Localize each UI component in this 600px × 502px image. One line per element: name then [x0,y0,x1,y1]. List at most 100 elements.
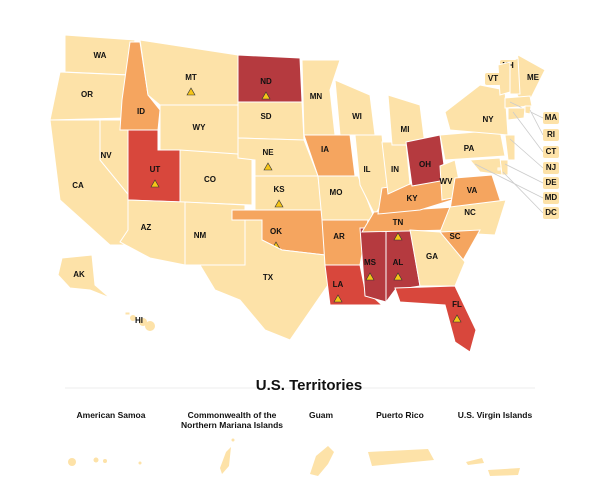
state [468,157,503,176]
leader-line [474,163,544,199]
state [497,61,511,96]
state-badge [543,112,559,124]
leader-line [529,109,544,136]
territory-label: Puerto Rico [376,410,424,420]
state-label: KY [406,194,418,203]
territory-shape [220,447,231,474]
warning-icon [263,162,273,171]
state-label: MA [545,113,558,122]
state-label: FL [452,300,462,309]
state-label: VT [488,74,498,83]
state-label: SD [260,112,271,121]
territory-shape [93,457,99,463]
state-badge [543,162,559,174]
territory-label: Guam [308,410,334,420]
state-label: SC [449,232,460,241]
state-label: OK [270,227,282,236]
warning-icon [261,91,271,100]
state-label: IL [363,165,370,174]
state [504,134,516,161]
state [254,175,323,211]
state [504,95,533,109]
state-label: NE [262,148,274,157]
warning-icon [365,272,375,281]
state-label: WA [94,51,107,60]
leader-line [502,171,544,214]
state-label: MD [545,193,558,202]
state-label: DE [545,178,557,187]
territory-shape [488,468,520,476]
state-badge [485,73,501,85]
warning-icon [274,199,284,208]
state-label: ND [260,77,272,86]
state-label: CA [72,181,84,190]
warning-icon [393,232,403,241]
state-label: MT [185,73,197,82]
state-label: UT [150,165,161,174]
state-badge [543,177,559,189]
state-label: NJ [546,163,556,172]
territory-shape [368,449,434,466]
state-label: CT [546,147,557,156]
state [119,199,186,266]
state-label: OH [419,160,431,169]
territory-shape [103,459,107,463]
state-label: ME [527,73,540,82]
state-label: AR [333,232,345,241]
state-badge [543,146,559,158]
state [334,79,376,136]
state-label: LA [333,280,344,289]
state-label: AK [73,270,85,279]
state [179,149,253,206]
territory-label: U.S. Virgin Islands [457,410,533,420]
state-label: NC [464,208,476,217]
state-label: WV [440,177,454,186]
state-badge [543,129,559,141]
state-label: AZ [141,223,152,232]
state [124,311,131,316]
state-label: GA [426,252,438,261]
territory-shape [138,461,142,465]
state-label: VA [467,186,478,195]
state-label: NM [194,231,207,240]
state [387,94,426,146]
state [409,229,466,287]
state-label: KS [273,185,285,194]
territory-shape [68,458,76,466]
state-label: WI [352,112,362,121]
state-badge [543,192,559,204]
state-label: AL [393,258,404,267]
warning-icon [186,87,196,96]
island [130,315,136,321]
state-badge [543,207,559,219]
territory-shape [466,458,484,465]
island [145,321,155,331]
state-label: NY [482,115,494,124]
warning-icon [150,179,160,188]
territory-shape [231,438,235,442]
warning-icon [333,294,343,303]
state-label: HI [135,316,143,325]
state [444,84,509,136]
state-label: CO [204,175,216,184]
warning-icon [393,272,403,281]
state [57,254,111,299]
leader-line [504,163,544,184]
state-label: MI [401,125,410,134]
state [497,167,501,171]
leader-line [512,111,544,153]
state-label: DC [545,208,557,217]
state [507,107,526,121]
state-label: MO [330,188,343,197]
state-label: OR [81,90,93,99]
warning-icon [452,314,462,323]
state-label: RI [547,130,555,139]
island [139,318,147,326]
state-label: TX [263,273,274,282]
state [301,59,341,136]
state-label: ID [137,107,145,116]
state-label: NV [100,151,112,160]
state-label: MN [310,92,323,101]
territories-title: U.S. Territories [256,377,362,394]
